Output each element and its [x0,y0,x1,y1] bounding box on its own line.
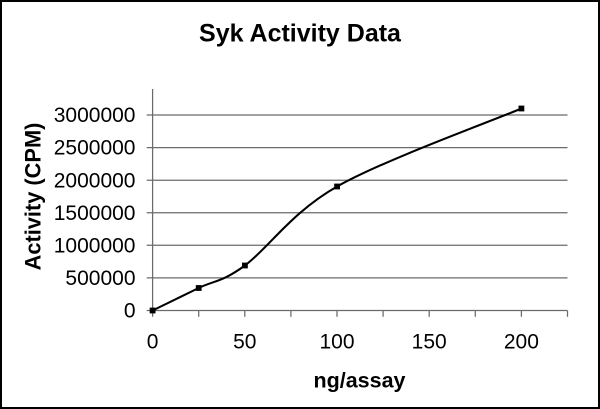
svg-text:ng/assay: ng/assay [313,369,405,393]
svg-text:3000000: 3000000 [54,104,136,127]
svg-text:1000000: 1000000 [54,234,136,257]
svg-text:50: 50 [233,331,256,354]
svg-text:1500000: 1500000 [54,202,136,225]
svg-text:150: 150 [412,331,447,354]
svg-text:200: 200 [504,331,539,354]
svg-text:2000000: 2000000 [54,169,136,192]
svg-text:Activity (CPM): Activity (CPM) [21,123,46,271]
svg-text:500000: 500000 [65,267,135,290]
svg-text:0: 0 [124,300,136,323]
svg-text:2500000: 2500000 [54,137,136,160]
svg-text:0: 0 [147,331,159,354]
svg-text:100: 100 [319,331,354,354]
svg-text:Syk Activity Data: Syk Activity Data [199,20,402,48]
